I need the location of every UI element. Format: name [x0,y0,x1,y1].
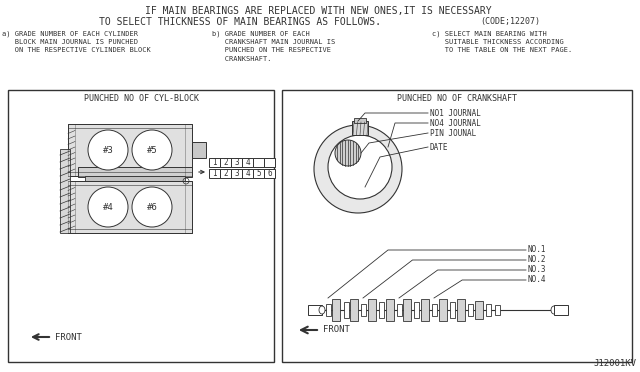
Bar [78,167,192,177]
Bar [475,301,483,319]
Bar [386,299,394,321]
Text: 4: 4 [245,169,250,178]
Text: DATE: DATE [430,142,449,151]
Text: b) GRADE NUMBER OF EACH: b) GRADE NUMBER OF EACH [212,30,310,36]
Circle shape [88,130,128,170]
Text: a) GRADE NUMBER OF EACH CYLINDER: a) GRADE NUMBER OF EACH CYLINDER [2,30,138,36]
Bar [209,169,220,178]
Bar [68,181,192,233]
Text: #3: #3 [102,145,113,154]
Text: NO.4: NO.4 [528,276,547,285]
Text: 6: 6 [267,169,272,178]
Bar [209,158,220,167]
Bar [431,304,436,316]
Bar [457,299,465,321]
Bar [397,304,401,316]
Text: PUNCHED ON THE RESPECTIVE: PUNCHED ON THE RESPECTIVE [212,47,331,53]
Circle shape [132,187,172,227]
Text: NO.3: NO.3 [528,266,547,275]
Bar [253,169,264,178]
Bar [352,121,368,135]
Bar [242,169,253,178]
Bar [231,169,242,178]
Bar [8,90,274,362]
Bar [449,302,454,318]
Text: 2: 2 [223,158,228,167]
Bar [378,302,383,318]
Bar [486,304,490,316]
Text: NO4 JOURNAL: NO4 JOURNAL [430,119,481,128]
Text: BLOCK MAIN JOURNAL IS PUNCHED: BLOCK MAIN JOURNAL IS PUNCHED [2,38,138,45]
Text: 1: 1 [212,169,217,178]
Bar [439,299,447,321]
Text: #4: #4 [102,202,113,212]
Text: NO.2: NO.2 [528,256,547,264]
Bar [192,142,206,158]
Bar [253,158,264,167]
Bar [264,158,275,167]
Bar [403,299,411,321]
Bar [350,299,358,321]
Ellipse shape [319,306,325,314]
Bar [354,118,366,123]
Bar [368,299,376,321]
Text: 3: 3 [234,158,239,167]
Text: 4: 4 [245,158,250,167]
Text: TO SELECT THICKNESS OF MAIN BEARINGS AS FOLLOWS.: TO SELECT THICKNESS OF MAIN BEARINGS AS … [99,17,381,27]
Bar [60,149,70,233]
Text: 1: 1 [212,158,217,167]
Circle shape [335,140,361,166]
Bar [242,158,253,167]
Bar [421,299,429,321]
Text: NO1 JOURNAL: NO1 JOURNAL [430,109,481,118]
Text: NO.1: NO.1 [528,246,547,254]
Bar [360,304,365,316]
Circle shape [328,135,392,199]
Text: c) SELECT MAIN BEARING WITH: c) SELECT MAIN BEARING WITH [432,30,547,36]
Text: SUITABLE THICKNESS ACCORDING: SUITABLE THICKNESS ACCORDING [432,38,564,45]
Bar [282,90,632,362]
Text: TO THE TABLE ON THE NEXT PAGE.: TO THE TABLE ON THE NEXT PAGE. [432,47,572,53]
Bar [85,176,185,185]
Bar [220,158,231,167]
Text: CRANKSHAFT MAIN JOURNAL IS: CRANKSHAFT MAIN JOURNAL IS [212,38,335,45]
Text: #5: #5 [147,145,157,154]
Bar [495,305,499,315]
Text: J12001KV: J12001KV [593,359,636,368]
Text: FRONT: FRONT [323,326,350,334]
Bar [220,169,231,178]
Text: PUNCHED NO OF CRANKSHAFT: PUNCHED NO OF CRANKSHAFT [397,94,517,103]
Bar [554,305,568,315]
Bar [68,124,192,176]
Circle shape [314,125,402,213]
Bar [344,302,349,318]
Text: IF MAIN BEARINGS ARE REPLACED WITH NEW ONES,IT IS NECESSARY: IF MAIN BEARINGS ARE REPLACED WITH NEW O… [145,6,492,16]
Bar [326,304,330,316]
Text: PIN JOUNAL: PIN JOUNAL [430,128,476,138]
Text: #6: #6 [147,202,157,212]
Ellipse shape [551,306,557,314]
Bar [264,169,275,178]
Text: FRONT: FRONT [55,333,82,341]
Text: (CODE;12207): (CODE;12207) [480,17,540,26]
Text: 5: 5 [256,169,261,178]
Bar [231,158,242,167]
Bar [467,304,472,316]
Text: 2: 2 [223,169,228,178]
Bar [413,302,419,318]
Text: 3: 3 [234,169,239,178]
Text: CRANKSHAFT.: CRANKSHAFT. [212,55,271,61]
Circle shape [132,130,172,170]
Text: PUNCHED NO OF CYL-BLOCK: PUNCHED NO OF CYL-BLOCK [83,94,198,103]
Text: ON THE RESPECTIVE CYLINDER BLOCK: ON THE RESPECTIVE CYLINDER BLOCK [2,47,151,53]
Bar [332,299,340,321]
Bar [308,305,322,315]
Circle shape [88,187,128,227]
